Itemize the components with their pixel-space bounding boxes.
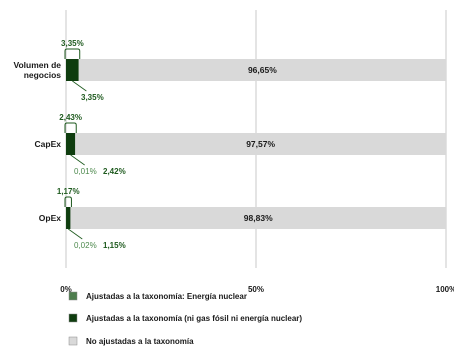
data-label-aligned: 3,35% xyxy=(81,93,104,102)
bar-not-aligned xyxy=(78,59,446,81)
bar-aligned xyxy=(66,59,79,81)
legend-swatch xyxy=(68,336,78,346)
data-label-total: 3,35% xyxy=(61,39,84,48)
data-label-total: 2,43% xyxy=(59,113,82,122)
legend-swatch xyxy=(68,313,78,323)
data-label-aligned: 2,42% xyxy=(103,167,126,176)
data-label-not-aligned: 98,83% xyxy=(244,213,273,223)
bar-aligned xyxy=(66,133,76,155)
bar-not-aligned xyxy=(75,133,446,155)
data-label-not-aligned: 97,57% xyxy=(246,139,275,149)
data-label-nuclear: 0,01% xyxy=(74,167,97,176)
x-tick-label: 0% xyxy=(60,285,72,294)
total-bracket xyxy=(64,48,81,59)
leader-line xyxy=(68,228,83,240)
data-label-total: 1,17% xyxy=(57,187,80,196)
leader-line xyxy=(72,80,87,92)
category-label: Volumen de xyxy=(13,60,61,70)
leader-line xyxy=(70,154,85,166)
legend-label: Ajustadas a la taxonomía (ni gas fósil n… xyxy=(86,314,302,323)
total-bracket xyxy=(64,196,72,207)
x-tick-label: 50% xyxy=(248,285,264,294)
bar-aligned xyxy=(66,207,71,229)
bar-not-aligned xyxy=(70,207,447,229)
category-label: negocios xyxy=(24,70,62,80)
data-label-aligned: 1,15% xyxy=(103,241,126,250)
total-bracket xyxy=(64,122,77,133)
legend-swatch xyxy=(68,291,78,301)
data-label-not-aligned: 96,65% xyxy=(248,65,277,75)
category-label: CapEx xyxy=(35,139,62,149)
category-label: OpEx xyxy=(39,213,61,223)
x-tick-label: 100% xyxy=(436,285,454,294)
data-label-nuclear: 0,02% xyxy=(74,241,97,250)
legend-label: No ajustadas a la taxonomía xyxy=(86,337,194,346)
legend-label: Ajustadas a la taxonomía: Energía nuclea… xyxy=(86,292,247,301)
